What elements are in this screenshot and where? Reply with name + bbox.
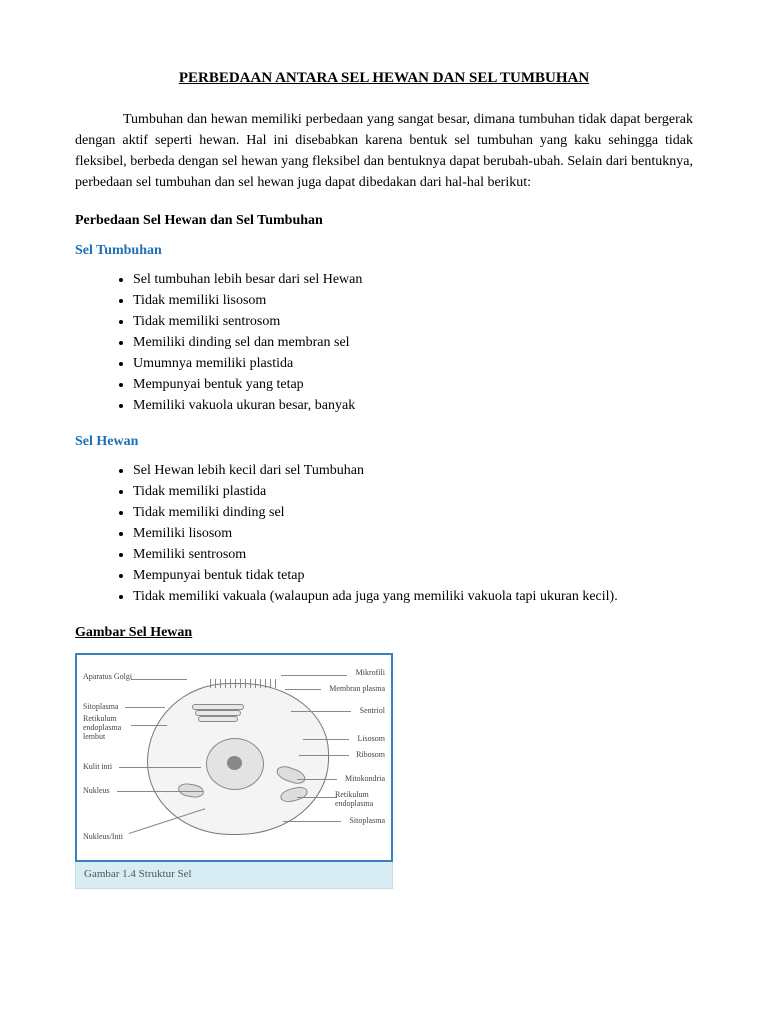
list-item: Tidak memiliki lisosom bbox=[133, 290, 693, 311]
subheading-tumbuhan: Sel Tumbuhan bbox=[75, 243, 693, 259]
list-item: Tidak memiliki plastida bbox=[133, 481, 693, 502]
diagram-label: Sitoplasma bbox=[83, 703, 119, 712]
mitochondria-icon bbox=[275, 763, 308, 786]
diagram-label: Mitokondria bbox=[345, 775, 385, 784]
nucleolus-icon bbox=[227, 756, 242, 770]
list-item: Tidak memiliki sentrosom bbox=[133, 311, 693, 332]
list-hewan: Sel Hewan lebih kecil dari sel Tumbuhan … bbox=[75, 460, 693, 607]
diagram-label: Ribosom bbox=[356, 751, 385, 760]
subheading-hewan: Sel Hewan bbox=[75, 434, 693, 450]
leader-line bbox=[297, 797, 337, 798]
figure-box: Aparatus Golgi Sitoplasma Retikulum endo… bbox=[75, 653, 393, 889]
figure-frame: Aparatus Golgi Sitoplasma Retikulum endo… bbox=[75, 653, 393, 862]
list-tumbuhan: Sel tumbuhan lebih besar dari sel Hewan … bbox=[75, 269, 693, 416]
leader-line bbox=[131, 679, 187, 680]
diagram-label: Mikrofili bbox=[356, 669, 385, 678]
leader-line bbox=[303, 739, 349, 740]
figure-caption: Gambar 1.4 Struktur Sel bbox=[75, 862, 393, 889]
diagram-label: Kulit inti bbox=[83, 763, 112, 772]
figure-heading: Gambar Sel Hewan bbox=[75, 625, 693, 641]
leader-line bbox=[297, 779, 337, 780]
list-item: Memiliki dinding sel dan membran sel bbox=[133, 332, 693, 353]
list-item: Umumnya memiliki plastida bbox=[133, 353, 693, 374]
leader-line bbox=[281, 675, 347, 676]
diagram-label: Retikulum endoplasma bbox=[335, 791, 385, 809]
nucleus-icon bbox=[206, 738, 264, 790]
list-item: Sel tumbuhan lebih besar dari sel Hewan bbox=[133, 269, 693, 290]
leader-line bbox=[299, 755, 349, 756]
list-item: Mempunyai bentuk tidak tetap bbox=[133, 565, 693, 586]
leader-line bbox=[125, 707, 165, 708]
leader-line bbox=[285, 689, 321, 690]
diagram-label: Lisosom bbox=[357, 735, 385, 744]
list-item: Sel Hewan lebih kecil dari sel Tumbuhan bbox=[133, 460, 693, 481]
microvilli-icon bbox=[208, 677, 298, 687]
diagram-label: Sentriol bbox=[360, 707, 385, 716]
section-heading: Perbedaan Sel Hewan dan Sel Tumbuhan bbox=[75, 213, 693, 229]
leader-line bbox=[119, 767, 201, 768]
list-item: Tidak memiliki dinding sel bbox=[133, 502, 693, 523]
diagram-label: Nukleus/Inti bbox=[83, 833, 123, 842]
list-item: Memiliki vakuola ukuran besar, banyak bbox=[133, 395, 693, 416]
leader-line bbox=[131, 725, 167, 726]
list-item: Mempunyai bentuk yang tetap bbox=[133, 374, 693, 395]
document-page: PERBEDAAN ANTARA SEL HEWAN DAN SEL TUMBU… bbox=[0, 0, 768, 929]
list-item: Memiliki sentrosom bbox=[133, 544, 693, 565]
list-item: Memiliki lisosom bbox=[133, 523, 693, 544]
leader-line bbox=[283, 821, 341, 822]
golgi-icon bbox=[192, 704, 242, 726]
diagram-label: Retikulum endoplasma lembut bbox=[83, 715, 137, 741]
intro-paragraph: Tumbuhan dan hewan memiliki perbedaan ya… bbox=[75, 109, 693, 193]
cell-outline bbox=[147, 683, 329, 835]
page-title: PERBEDAAN ANTARA SEL HEWAN DAN SEL TUMBU… bbox=[75, 70, 693, 87]
leader-line bbox=[291, 711, 351, 712]
list-item: Tidak memiliki vakuala (walaupun ada jug… bbox=[133, 586, 693, 607]
mitochondria-icon bbox=[279, 785, 309, 805]
diagram-label: Nukleus bbox=[83, 787, 110, 796]
leader-line bbox=[117, 791, 203, 792]
diagram-label: Sitoplasma bbox=[349, 817, 385, 826]
diagram-label: Membran plasma bbox=[329, 685, 385, 694]
diagram-label: Aparatus Golgi bbox=[83, 673, 132, 682]
